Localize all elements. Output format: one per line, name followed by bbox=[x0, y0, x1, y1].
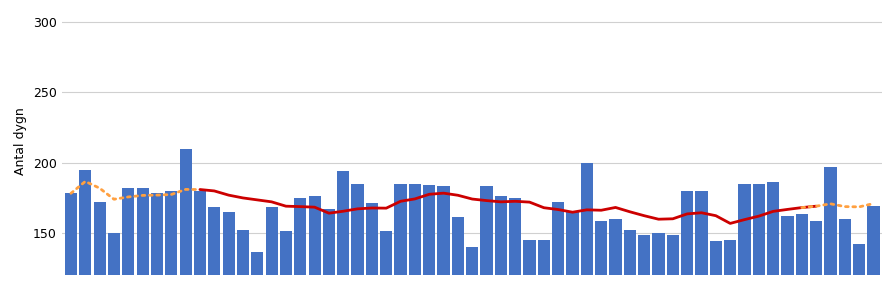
Bar bbox=[208, 207, 220, 283]
Bar bbox=[437, 186, 450, 283]
Bar bbox=[179, 149, 192, 283]
Bar bbox=[753, 183, 765, 283]
Bar bbox=[724, 239, 736, 283]
Bar bbox=[838, 218, 851, 283]
Bar bbox=[337, 171, 349, 283]
Bar bbox=[223, 211, 234, 283]
Bar bbox=[652, 233, 665, 283]
Bar bbox=[480, 186, 493, 283]
Bar bbox=[638, 235, 650, 283]
Bar bbox=[294, 198, 307, 283]
Bar bbox=[395, 183, 406, 283]
Bar bbox=[194, 190, 206, 283]
Bar bbox=[624, 230, 636, 283]
Y-axis label: Antal dygn: Antal dygn bbox=[14, 108, 28, 175]
Bar bbox=[452, 217, 464, 283]
Bar bbox=[495, 196, 507, 283]
Bar bbox=[108, 233, 120, 283]
Bar bbox=[868, 206, 879, 283]
Bar bbox=[65, 193, 77, 283]
Bar bbox=[409, 183, 421, 283]
Bar bbox=[824, 167, 837, 283]
Bar bbox=[237, 230, 249, 283]
Bar bbox=[524, 239, 535, 283]
Bar bbox=[538, 239, 550, 283]
Bar bbox=[552, 202, 564, 283]
Bar bbox=[151, 193, 163, 283]
Bar bbox=[280, 231, 292, 283]
Bar bbox=[739, 183, 750, 283]
Bar bbox=[581, 162, 593, 283]
Bar bbox=[681, 190, 693, 283]
Bar bbox=[666, 235, 679, 283]
Bar bbox=[509, 198, 521, 283]
Bar bbox=[366, 203, 378, 283]
Bar bbox=[351, 183, 364, 283]
Bar bbox=[136, 188, 149, 283]
Bar bbox=[609, 218, 622, 283]
Bar bbox=[853, 244, 865, 283]
Bar bbox=[323, 209, 335, 283]
Bar bbox=[595, 221, 608, 283]
Bar bbox=[567, 211, 578, 283]
Bar bbox=[380, 231, 392, 283]
Bar bbox=[696, 190, 707, 283]
Bar bbox=[767, 182, 780, 283]
Bar bbox=[466, 246, 478, 283]
Bar bbox=[423, 185, 436, 283]
Bar bbox=[796, 214, 808, 283]
Bar bbox=[165, 190, 177, 283]
Bar bbox=[308, 196, 321, 283]
Bar bbox=[710, 241, 722, 283]
Bar bbox=[266, 207, 278, 283]
Bar bbox=[810, 221, 822, 283]
Bar bbox=[251, 252, 264, 283]
Bar bbox=[122, 188, 135, 283]
Bar bbox=[94, 202, 106, 283]
Bar bbox=[79, 170, 92, 283]
Bar bbox=[781, 216, 794, 283]
